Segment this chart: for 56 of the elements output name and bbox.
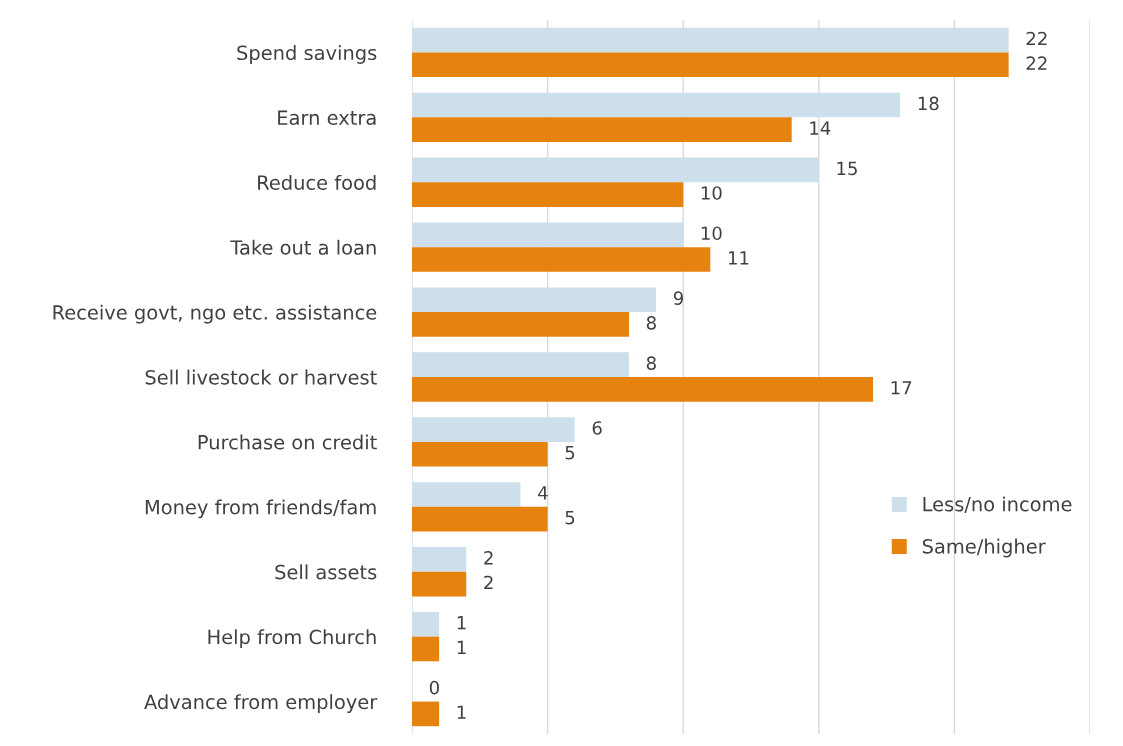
data-label: 22: [1026, 31, 1047, 46]
y-tick-label: Sell livestock or harvest: [145, 369, 377, 385]
bar: [412, 117, 792, 143]
data-label: 1: [457, 705, 466, 719]
data-label: 8: [646, 356, 656, 370]
bar: [412, 547, 467, 572]
bar: [412, 482, 521, 507]
data-label: 10: [701, 186, 722, 200]
y-tick-label: Take out a loan: [230, 239, 376, 255]
y-tick-label: Receive govt, ngo etc. assistance: [53, 304, 377, 324]
bar: [412, 506, 548, 532]
data-label: 0: [429, 680, 439, 695]
bar: [412, 312, 629, 337]
bar: [412, 222, 684, 248]
y-tick-label: Purchase on credit: [198, 434, 377, 450]
bar: [412, 701, 440, 727]
bar: [412, 636, 440, 662]
data-label: 9: [673, 291, 683, 305]
y-tick-label: Spend savings: [237, 45, 377, 64]
bar: [412, 182, 684, 207]
bar: [412, 92, 901, 118]
y-tick-label: Sell assets: [275, 564, 377, 580]
data-label: 5: [565, 446, 575, 460]
y-tick-label: Reduce food: [258, 174, 376, 190]
data-label: 5: [565, 510, 575, 525]
data-label: 18: [918, 96, 939, 111]
legend-label: Same/higher: [922, 538, 1046, 558]
bar: [412, 287, 657, 313]
data-label: 6: [592, 421, 602, 435]
data-label: 1: [457, 616, 466, 630]
y-tick-label: Help from Church: [208, 629, 376, 649]
bar: [412, 27, 1009, 53]
bar: [412, 157, 819, 183]
data-label: 2: [484, 575, 493, 590]
bar: [412, 417, 575, 442]
data-label: 22: [1026, 56, 1047, 70]
data-label: 10: [701, 226, 722, 241]
data-label: 8: [646, 316, 656, 330]
data-label: 17: [891, 381, 912, 395]
bar: [412, 571, 467, 597]
bar: [412, 441, 548, 467]
data-label: 14: [810, 121, 831, 135]
data-label: 15: [837, 161, 857, 176]
legend-label: Less/no income: [923, 496, 1072, 514]
y-tick-label: Advance from employer: [144, 694, 378, 713]
data-label: 4: [538, 486, 548, 500]
y-tick-label: Money from friends/fam: [145, 499, 376, 519]
data-label: 11: [728, 251, 749, 265]
bar: [412, 52, 1009, 78]
bar: [412, 247, 711, 272]
data-label: 1: [457, 640, 466, 654]
bar: [412, 377, 874, 402]
bar: [412, 352, 629, 377]
y-tick-label: Earn extra: [278, 110, 376, 126]
data-label: 2: [484, 550, 493, 565]
bar: [412, 611, 440, 637]
